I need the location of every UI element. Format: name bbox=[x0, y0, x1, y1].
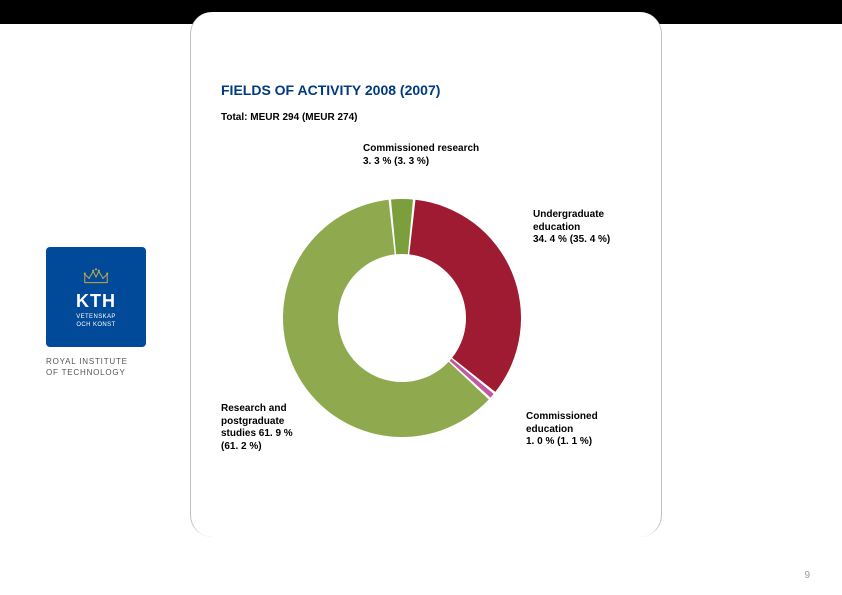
page-number: 9 bbox=[804, 570, 810, 581]
kth-sub1: VETENSKAP bbox=[76, 314, 116, 320]
slice-label-undergraduate_education: Undergraduateeducation34. 4 % (35. 4 %) bbox=[533, 209, 653, 247]
donut-slice-undergraduate_education bbox=[409, 200, 521, 392]
page-title: FIELDS OF ACTIVITY 2008 (2007) bbox=[221, 82, 637, 98]
slice-label-research_postgrad: Research andpostgraduatestudies 61. 9 %(… bbox=[221, 403, 321, 453]
crown-icon bbox=[82, 267, 110, 287]
donut-slice-commissioned_research bbox=[391, 199, 413, 254]
donut-chart-area: Commissioned research3. 3 % (3. 3 %)Unde… bbox=[221, 143, 637, 523]
slice-label-commissioned_education: Commissionededucation1. 0 % (1. 1 %) bbox=[526, 411, 646, 449]
kth-sub2: OCH KONST bbox=[76, 322, 115, 328]
donut-chart bbox=[283, 199, 521, 437]
slice-label-commissioned_research: Commissioned research3. 3 % (3. 3 %) bbox=[363, 143, 533, 168]
content-panel: FIELDS OF ACTIVITY 2008 (2007) Total: ME… bbox=[190, 12, 662, 537]
kth-logo-block: KTH VETENSKAP OCH KONST ROYAL INSTITUTE … bbox=[46, 247, 154, 379]
institution-line1: ROYAL INSTITUTE bbox=[46, 357, 154, 368]
page-subtitle: Total: MEUR 294 (MEUR 274) bbox=[221, 112, 637, 123]
kth-badge: KTH VETENSKAP OCH KONST bbox=[46, 247, 146, 347]
kth-logo-text: KTH bbox=[76, 291, 116, 312]
institution-line2: OF TECHNOLOGY bbox=[46, 368, 154, 379]
